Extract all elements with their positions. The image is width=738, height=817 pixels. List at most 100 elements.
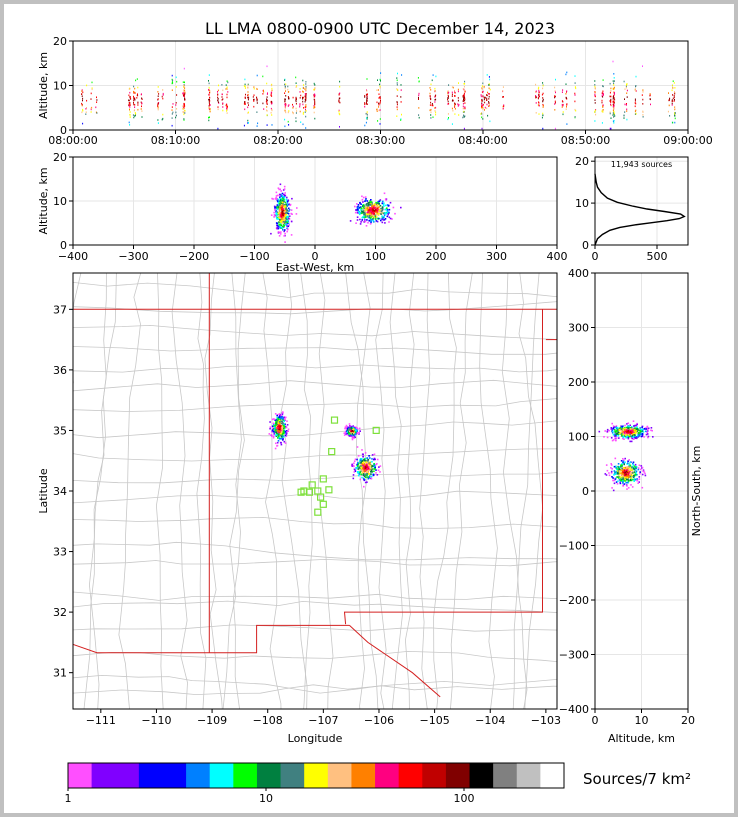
source-point: [362, 464, 364, 466]
source-point: [134, 114, 136, 117]
source-point: [463, 127, 465, 130]
source-point: [612, 103, 614, 106]
county-line: [375, 273, 387, 709]
source-point: [385, 213, 387, 215]
source-point: [286, 420, 288, 422]
source-point: [637, 436, 640, 438]
source-point: [266, 124, 268, 126]
source-point: [273, 215, 276, 217]
source-point: [225, 104, 227, 107]
source-point: [611, 432, 614, 434]
source-point: [366, 200, 369, 202]
source-point: [292, 105, 294, 108]
source-point: [619, 468, 621, 471]
source-point: [353, 471, 356, 473]
source-point: [302, 79, 304, 82]
y-tick-label: −300: [559, 649, 589, 662]
source-point: [623, 436, 625, 438]
source-point: [623, 114, 625, 117]
source-point: [356, 464, 358, 466]
county-line: [280, 273, 308, 709]
source-point: [370, 220, 373, 223]
source-point: [488, 92, 490, 95]
source-point: [284, 218, 286, 221]
source-point: [482, 104, 484, 106]
source-point: [136, 97, 138, 99]
source-point: [356, 446, 359, 448]
altitude-profile-line: [594, 173, 686, 246]
source-point: [275, 435, 278, 437]
source-point: [622, 476, 624, 479]
source-point: [90, 108, 92, 111]
source-point: [278, 235, 281, 237]
source-point: [619, 473, 622, 475]
colorbar-swatch: [256, 763, 281, 788]
source-point: [488, 102, 490, 104]
source-points: [268, 411, 382, 488]
source-point: [356, 219, 359, 221]
source-point: [133, 95, 134, 98]
source-point: [273, 211, 275, 214]
source-point: [134, 112, 136, 114]
source-point: [627, 476, 630, 478]
source-point: [554, 90, 556, 92]
source-point: [184, 110, 186, 112]
source-point: [282, 218, 284, 220]
source-point: [605, 464, 608, 466]
source-point: [622, 461, 624, 464]
y-tick-label: 0: [582, 485, 589, 498]
source-point: [632, 464, 635, 466]
source-point: [674, 91, 675, 93]
source-point: [372, 210, 374, 213]
source-point: [274, 413, 277, 415]
x-tick-label: −109: [197, 714, 227, 727]
source-point: [266, 96, 268, 98]
source-point: [275, 213, 277, 216]
source-point: [129, 96, 131, 98]
x-tick-label: 100: [365, 250, 386, 263]
source-point: [262, 75, 264, 78]
source-point: [610, 470, 613, 473]
source-point: [279, 212, 282, 214]
source-point: [373, 204, 375, 207]
source-point: [273, 418, 276, 421]
source-point: [365, 473, 367, 475]
county-line: [73, 472, 557, 484]
county-line: [73, 624, 557, 632]
source-point: [338, 97, 340, 100]
y-axis-label: North-South, km: [690, 446, 703, 537]
source-point: [226, 88, 228, 90]
source-point: [284, 125, 286, 128]
source-point: [96, 99, 98, 101]
source-point: [209, 98, 210, 101]
source-point: [362, 196, 365, 199]
source-point: [626, 463, 628, 465]
source-point: [380, 219, 382, 222]
source-point: [538, 113, 540, 115]
source-point: [273, 214, 276, 216]
source-point: [175, 76, 177, 79]
source-point: [430, 108, 432, 111]
source-point: [226, 93, 228, 96]
source-point: [367, 216, 370, 219]
figure-frame: LL LMA 0800-0900 UTC December 14, 2023 0…: [4, 4, 734, 813]
source-point: [136, 78, 138, 80]
source-point: [85, 108, 87, 110]
source-point: [81, 104, 83, 107]
source-point: [157, 98, 159, 100]
source-point: [363, 478, 365, 480]
source-point: [452, 86, 454, 89]
source-point: [141, 110, 143, 112]
source-point: [622, 437, 624, 440]
source-point: [357, 209, 360, 212]
source-point: [613, 482, 616, 485]
source-point: [357, 455, 360, 457]
source-point: [209, 108, 211, 110]
colorbar-swatch: [375, 763, 400, 788]
source-point: [644, 472, 646, 475]
source-point: [345, 428, 348, 430]
source-point: [305, 87, 307, 89]
source-point: [565, 73, 567, 76]
source-point: [375, 205, 378, 208]
source-point: [623, 467, 625, 469]
